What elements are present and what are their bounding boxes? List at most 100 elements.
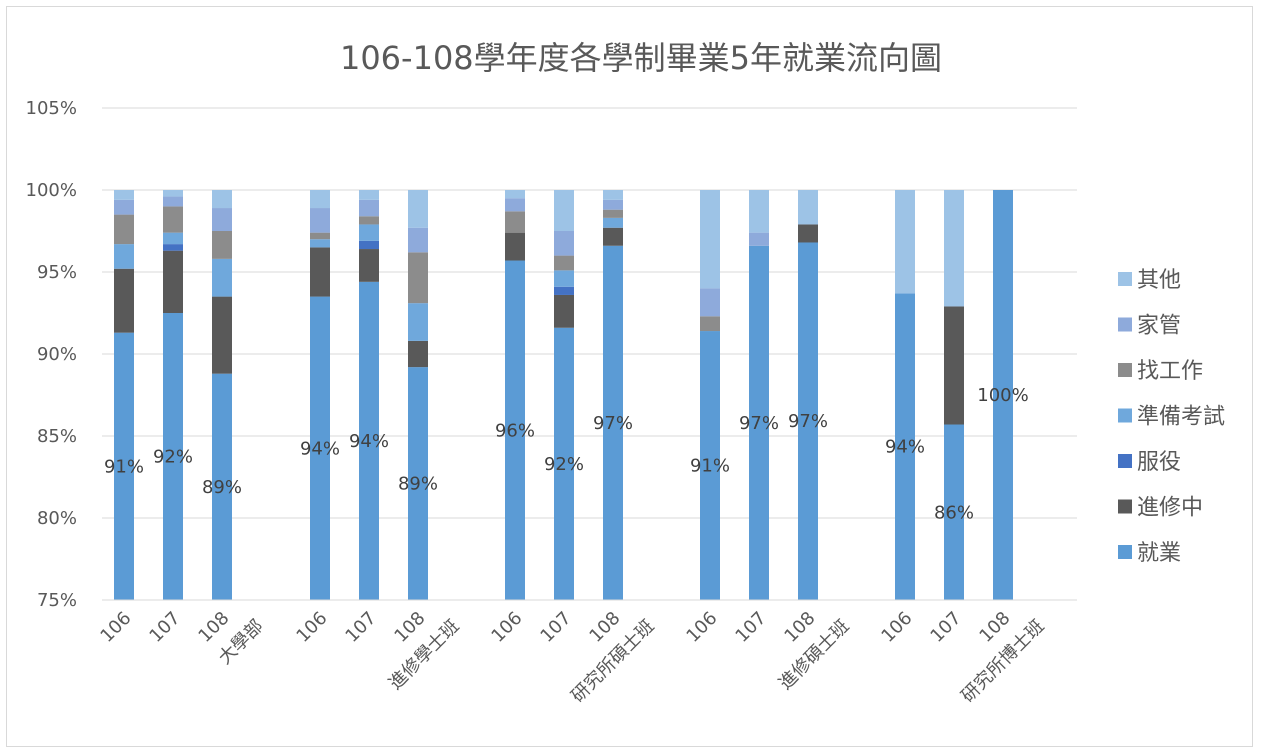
gridlines [102, 107, 1077, 601]
bar-segment [163, 313, 183, 600]
bar-segment [700, 190, 720, 289]
legend-label: 準備考試 [1137, 405, 1225, 430]
bar-segment [310, 190, 330, 209]
bar-segment [700, 288, 720, 317]
bar-segment [114, 332, 134, 600]
bar-segment [749, 245, 769, 600]
bar-segment [163, 250, 183, 313]
bar-segment [310, 232, 330, 240]
data-label: 89% [398, 474, 438, 495]
legend-swatch [1118, 545, 1132, 559]
bar-segment [359, 240, 379, 250]
legend-label: 服役 [1137, 450, 1181, 475]
bar-segment [554, 190, 574, 231]
bar-segment [359, 249, 379, 282]
bar-segment [212, 208, 232, 231]
y-tick-label: 80% [37, 508, 77, 529]
bar-segment [163, 206, 183, 233]
bar-segment [408, 303, 428, 341]
bar-segment [359, 281, 379, 600]
x-tick-label: 106 [96, 608, 135, 647]
bar-segment [603, 199, 623, 210]
y-axis-ticks: 75% 80% 85% 90% 95% 100% 105% [26, 98, 77, 611]
bar-segment [408, 227, 428, 253]
bar-segment [603, 227, 623, 246]
data-label: 97% [739, 413, 779, 434]
bar-segment [359, 224, 379, 241]
x-tick-label: 107 [341, 608, 380, 647]
x-tick-label: 107 [145, 608, 184, 647]
bar-segment [114, 268, 134, 333]
bar-segment [114, 190, 134, 200]
bar-segment [944, 424, 964, 600]
bar-segment [359, 199, 379, 217]
bar-segment [505, 198, 525, 212]
bar-segment [700, 316, 720, 332]
y-tick-label: 75% [37, 590, 77, 611]
y-tick-label: 85% [37, 426, 77, 447]
bar-segment [554, 327, 574, 600]
bar-segment [505, 232, 525, 261]
x-tick-label: 106 [487, 608, 526, 647]
legend-label: 其他 [1137, 268, 1181, 293]
data-label: 97% [593, 413, 633, 434]
data-label: 94% [349, 431, 389, 452]
data-label: 89% [202, 477, 242, 498]
bar-segment [163, 196, 183, 207]
legend-swatch [1118, 272, 1132, 286]
data-label: 96% [495, 420, 535, 441]
legend-swatch [1118, 499, 1132, 514]
data-label: 91% [104, 456, 144, 477]
bar-segment [408, 252, 428, 304]
bar-segment [114, 214, 134, 245]
bar-segment [212, 190, 232, 209]
y-tick-label: 90% [37, 344, 77, 365]
data-label: 94% [885, 437, 925, 458]
x-tick-label: 106 [877, 608, 916, 647]
bar-segment [554, 270, 574, 287]
x-axis-labels: 106 107 108 106 107 108 106 107 108 106 107 108 106 1… [96, 608, 1048, 707]
y-tick-label: 95% [37, 262, 77, 283]
data-label: 94% [300, 438, 340, 459]
y-tick-label: 105% [26, 98, 77, 119]
legend-swatch [1118, 408, 1132, 423]
x-tick-label: 107 [536, 608, 575, 647]
bar-segment [603, 190, 623, 200]
data-label: 92% [544, 454, 584, 475]
bar-segment [798, 242, 818, 601]
bar-segment [163, 244, 183, 251]
bar-segment [359, 190, 379, 200]
bar-segment [554, 255, 574, 271]
bar-segment [993, 190, 1013, 600]
x-tick-label: 106 [682, 608, 721, 647]
bar-segment [408, 340, 428, 368]
bar-segment [163, 232, 183, 245]
data-label: 97% [788, 411, 828, 432]
data-label: 100% [977, 385, 1028, 406]
bar-segment [798, 190, 818, 225]
bar-segment [798, 224, 818, 243]
bar-segment [408, 190, 428, 228]
bar-segment [212, 258, 232, 297]
bar-segment [505, 211, 525, 233]
legend-label: 進修中 [1137, 496, 1203, 521]
bar-segment [554, 286, 574, 295]
bar-segment [554, 231, 574, 256]
legend-swatch [1118, 363, 1132, 377]
bar-segment [505, 190, 525, 199]
bar-segment [554, 294, 574, 328]
bar-segment [895, 190, 915, 294]
bar-segment [114, 199, 134, 215]
data-label: 86% [934, 502, 974, 523]
legend-swatch [1118, 454, 1132, 468]
bar-segment [114, 244, 134, 269]
bar-segment [895, 293, 915, 600]
bar-segment [408, 367, 428, 600]
legend-swatch [1118, 317, 1132, 332]
bar-segment [310, 239, 330, 248]
bar-segment [603, 217, 623, 228]
bar-segment [749, 190, 769, 233]
legend-label: 找工作 [1137, 359, 1203, 384]
x-tick-label: 106 [292, 608, 331, 647]
bar-segment [310, 208, 330, 233]
